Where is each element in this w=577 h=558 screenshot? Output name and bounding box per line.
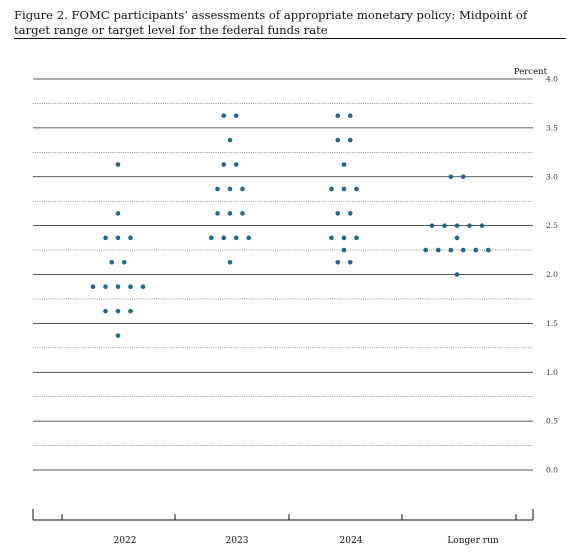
participant-dot <box>347 113 353 118</box>
participant-dot <box>341 235 347 241</box>
x-category-labels: 2022 2023 2024 Longer run <box>114 536 499 546</box>
participant-dot <box>240 211 245 216</box>
participant-dot <box>479 223 485 228</box>
y-tick-label: 3.0 <box>546 172 558 181</box>
participant-dot <box>442 223 447 228</box>
participant-dot <box>233 162 239 167</box>
participant-dot <box>221 162 227 167</box>
participant-dot <box>103 284 108 290</box>
y-tick-label: 4.0 <box>546 75 558 84</box>
participant-dot <box>435 247 441 253</box>
participant-dot <box>354 186 359 192</box>
participant-dot <box>329 186 334 192</box>
participant-dot <box>109 259 115 265</box>
participant-dot <box>140 284 146 290</box>
participant-dot <box>341 186 347 192</box>
participant-dot <box>115 162 121 167</box>
x-category-label: 2022 <box>114 536 137 546</box>
participant-dot <box>128 308 133 314</box>
participant-dot <box>354 235 359 241</box>
participant-dot <box>347 211 353 216</box>
y-tick-label: 0.0 <box>546 466 558 475</box>
participant-dots <box>90 113 491 338</box>
x-category-label: 2024 <box>340 536 363 546</box>
participant-dot <box>227 186 233 192</box>
figure-title: Figure 2. FOMC participants’ assessments… <box>14 8 528 37</box>
participant-dot <box>347 137 353 143</box>
participant-dot <box>128 235 133 241</box>
participant-dot <box>115 284 121 290</box>
participant-dot <box>460 247 466 253</box>
participant-dot <box>429 223 435 228</box>
y-tick-label: 3.5 <box>546 123 558 132</box>
title-rule <box>14 38 566 39</box>
y-tick-label: 2.5 <box>546 221 558 230</box>
participant-dot <box>329 235 334 241</box>
participant-dot <box>341 247 347 253</box>
participant-dot <box>128 284 133 290</box>
participant-dot <box>467 223 472 228</box>
participant-dot <box>221 113 227 118</box>
participant-dot <box>215 186 220 192</box>
participant-dot <box>485 247 491 253</box>
participant-dot <box>115 333 121 338</box>
participant-dot <box>215 211 220 216</box>
participant-dot <box>448 174 454 180</box>
participant-dot <box>454 235 460 241</box>
participant-dot <box>227 137 233 143</box>
participant-dot <box>233 113 239 118</box>
participant-dot <box>460 174 466 180</box>
participant-dot <box>115 235 121 241</box>
participant-dot <box>246 235 252 241</box>
participant-dot <box>90 284 96 290</box>
participant-dot <box>347 259 353 265</box>
participant-dot <box>335 211 341 216</box>
participant-dot <box>227 259 233 265</box>
participant-dot <box>448 247 454 253</box>
y-tick-labels: 0.0 0.5 1.0 1.5 2.0 2.5 3.0 3.5 4.0 <box>546 75 558 475</box>
participant-dot <box>423 247 429 253</box>
x-axis <box>32 509 534 521</box>
y-tick-label: 1.0 <box>546 368 558 377</box>
participant-dot <box>121 259 127 265</box>
y-tick-label: 2.0 <box>546 270 558 279</box>
participant-dot <box>335 259 341 265</box>
participant-dot <box>115 308 121 314</box>
y-tick-label: 1.5 <box>546 319 558 328</box>
participant-dot <box>233 235 239 241</box>
participant-dot <box>208 235 214 241</box>
participant-dot <box>240 186 245 192</box>
y-tick-label: 0.5 <box>546 417 558 426</box>
x-category-label: 2023 <box>226 536 249 546</box>
participant-dot <box>227 211 233 216</box>
participant-dot <box>454 272 460 277</box>
participant-dot <box>103 235 108 241</box>
participant-dot <box>103 308 108 314</box>
x-category-label: Longer run <box>447 536 499 546</box>
participant-dot <box>454 223 460 228</box>
participant-dot <box>341 162 347 167</box>
participant-dot <box>115 211 121 216</box>
participant-dot <box>335 137 341 143</box>
y-axis-unit-label: Percent <box>514 67 548 77</box>
participant-dot <box>221 235 227 241</box>
participant-dot <box>473 247 479 253</box>
participant-dot <box>335 113 341 118</box>
